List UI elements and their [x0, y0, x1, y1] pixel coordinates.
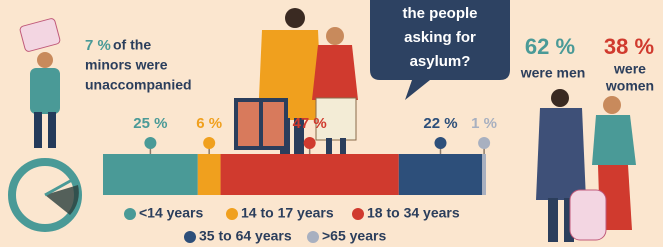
legend-marker	[226, 208, 238, 220]
legend-label: 14 to 17 years	[241, 205, 334, 221]
minors-text: of the	[113, 37, 151, 53]
bar-segment	[482, 154, 486, 195]
men-text: were men	[520, 65, 586, 81]
legend-label: >65 years	[322, 228, 386, 244]
minors-percent: 7 %	[85, 37, 111, 54]
women-text: women	[605, 78, 654, 94]
gender-figures	[536, 89, 636, 242]
legend-marker	[124, 208, 136, 220]
legend-label: <14 years	[139, 205, 203, 221]
bubble-text: asylum?	[410, 53, 471, 70]
pin-head	[478, 137, 490, 149]
child-figure	[19, 18, 61, 148]
value-label: 25 %	[133, 115, 167, 132]
bar-segment	[221, 154, 399, 195]
pin-head	[144, 137, 156, 149]
couple-figure	[236, 8, 358, 160]
bubble-text: the people	[402, 5, 477, 22]
bar-segment	[103, 154, 198, 195]
bubble-text: asking for	[404, 29, 476, 46]
value-label: 6 %	[196, 115, 222, 132]
bar-segment	[399, 154, 482, 195]
value-label: 1 %	[471, 115, 497, 132]
legend-marker	[307, 231, 319, 243]
donut	[12, 162, 79, 228]
pin-head	[434, 137, 446, 149]
men-percent: 62 %	[525, 34, 575, 59]
women-text: were	[613, 61, 646, 77]
legend-label: 18 to 34 years	[367, 205, 460, 221]
pin-head	[203, 137, 215, 149]
bar-segment	[198, 154, 221, 195]
value-label: 47 %	[293, 115, 327, 132]
value-label: 22 %	[423, 115, 457, 132]
legend-marker	[184, 231, 196, 243]
minors-text: minors were	[85, 57, 168, 73]
legend-label: 35 to 64 years	[199, 228, 292, 244]
infographic: 7 % of the minors were unaccompanied the…	[0, 0, 663, 247]
women-percent: 38 %	[604, 34, 654, 59]
legend-marker	[352, 208, 364, 220]
pin-head	[304, 137, 316, 149]
minors-text: unaccompanied	[85, 77, 192, 93]
